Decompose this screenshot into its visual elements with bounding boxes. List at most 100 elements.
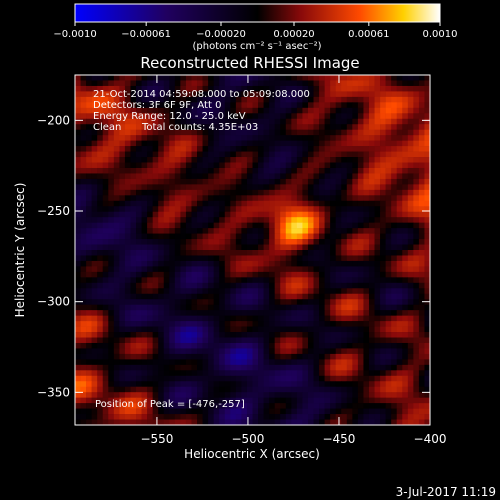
heatmap-cell [319, 189, 325, 196]
heatmap-cell [413, 260, 420, 267]
heatmap-cell [269, 266, 275, 273]
heatmap-cell [407, 397, 414, 404]
heatmap-cell [307, 255, 314, 262]
heatmap-cell [180, 403, 187, 409]
heatmap-cell [291, 397, 298, 404]
heatmap-cell [124, 151, 131, 158]
heatmap-cell [136, 189, 142, 196]
heatmap-cell [413, 124, 420, 130]
heatmap-cell [241, 408, 248, 415]
heatmap-cell [108, 342, 115, 349]
heatmap-cell [402, 211, 409, 218]
heatmap-cell [113, 266, 120, 273]
heatmap-cell [418, 91, 425, 98]
heatmap-cell [330, 386, 337, 393]
heatmap-cell [130, 189, 137, 196]
heatmap-cell [219, 167, 226, 174]
heatmap-cell [352, 228, 359, 234]
heatmap-cell [163, 178, 170, 185]
heatmap-cell [402, 239, 409, 245]
heatmap-cell [246, 255, 253, 262]
heatmap-cell [230, 397, 237, 404]
heatmap-cell [235, 135, 242, 141]
heatmap-cell [374, 124, 381, 130]
heatmap-cell [280, 140, 287, 147]
heatmap-cell [302, 250, 309, 256]
heatmap-cell [313, 228, 320, 234]
heatmap-cell [113, 118, 120, 125]
heatmap-cell [174, 375, 181, 382]
heatmap-cell [141, 359, 148, 366]
heatmap-cell [163, 293, 170, 300]
heatmap-cell [163, 260, 170, 267]
heatmap-cell [346, 392, 353, 398]
heatmap-cell [285, 266, 292, 273]
heatmap-cell [319, 414, 325, 420]
heatmap-cell [380, 304, 386, 311]
heatmap-cell [263, 282, 270, 289]
heatmap-cell [280, 419, 287, 425]
heatmap-cell [230, 228, 237, 234]
heatmap-cell [163, 332, 170, 338]
heatmap-cell [119, 315, 126, 322]
heatmap-cell [124, 299, 131, 305]
heatmap-cell [108, 414, 115, 420]
heatmap-cell [352, 167, 359, 174]
heatmap-cell [258, 348, 264, 355]
heatmap-cell [319, 353, 325, 360]
heatmap-cell [213, 85, 220, 92]
heatmap-cell [285, 315, 292, 322]
heatmap-cell [374, 222, 381, 229]
heatmap-cell [402, 244, 409, 251]
heatmap-cell [147, 80, 153, 87]
heatmap-cell [246, 304, 253, 311]
heatmap-cell [119, 359, 126, 366]
heatmap-cell [296, 364, 303, 371]
heatmap-cell [313, 266, 320, 273]
heatmap-cell [113, 364, 120, 371]
heatmap-cell [357, 288, 364, 295]
heatmap-cell [224, 392, 231, 398]
heatmap-cell [269, 85, 275, 92]
heatmap-cell [368, 75, 375, 81]
heatmap-cell [119, 222, 126, 229]
heatmap-cell [313, 222, 320, 229]
heatmap-cell [357, 364, 364, 371]
heatmap-cell [396, 195, 403, 202]
heatmap-cell [396, 364, 403, 371]
heatmap-cell [391, 75, 398, 81]
heatmap-cell [246, 80, 253, 87]
heatmap-cell [102, 135, 109, 141]
heatmap-cell [258, 326, 264, 333]
heatmap-cell [396, 419, 403, 425]
heatmap-cell [368, 228, 375, 234]
heatmap-cell [363, 288, 370, 295]
heatmap-cell [241, 151, 248, 158]
heatmap-cell [324, 102, 331, 109]
heatmap-cell [97, 151, 104, 158]
heatmap-cell [224, 370, 231, 377]
heatmap-cell [380, 244, 386, 251]
heatmap-cell [213, 129, 220, 136]
heatmap-cell [113, 200, 120, 207]
heatmap-cell [141, 403, 148, 409]
heatmap-cell [418, 140, 425, 147]
heatmap-cell [202, 359, 209, 366]
heatmap-cell [230, 403, 237, 409]
heatmap-cell [407, 419, 414, 425]
heatmap-cell [86, 140, 92, 147]
heatmap-cell [91, 348, 98, 355]
heatmap-cell [380, 233, 386, 240]
heatmap-cell [385, 337, 392, 344]
heatmap-cell [258, 91, 264, 98]
heatmap-cell [235, 370, 242, 377]
heatmap-cell [102, 337, 109, 344]
heatmap-cell [346, 140, 353, 147]
heatmap-cell [219, 211, 226, 218]
heatmap-cell [241, 200, 248, 207]
heatmap-cell [413, 332, 420, 338]
heatmap-cell [130, 359, 137, 366]
heatmap-cell [185, 91, 192, 98]
heatmap-cell [374, 91, 381, 98]
heatmap-cell [97, 178, 104, 185]
